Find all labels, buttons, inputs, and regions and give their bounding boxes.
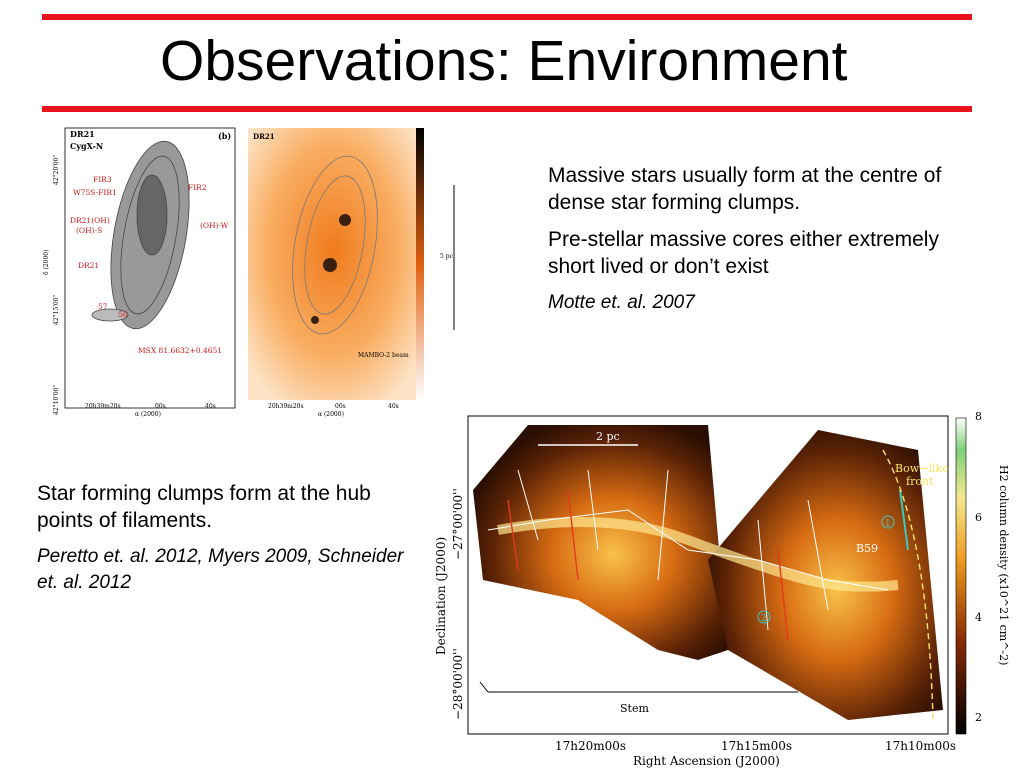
marker-label: 2 [761, 614, 767, 624]
paragraph: Pre-stellar massive cores either extreme… [548, 228, 939, 278]
axis-label: δ (2000) [43, 250, 50, 275]
figure-top: DR21 CygX-N (b) FIR3 W75S-FIR1 DR21(OH) … [43, 127, 424, 418]
source-label: 57 [98, 302, 108, 311]
paragraph: Massive stars usually form at the centre… [548, 164, 942, 214]
tick-label: 20h39m20s [85, 403, 121, 410]
panel-name: DR21 [253, 132, 275, 141]
tick-label: 17h20m00s [555, 739, 626, 753]
tick-label: 42°20'00" [53, 154, 60, 185]
colorbar-tick: 2 [975, 711, 982, 724]
panel-tag: (b) [218, 131, 231, 141]
panel-name: DR21 [70, 129, 95, 139]
figure-bottom: 2 pc Bow−like front B59 Stem 1 2 17h20m0… [434, 410, 1010, 768]
colorbar-tick: 6 [975, 511, 982, 524]
source-label: DR21(OH) [70, 216, 110, 225]
scale-label: 2 pc [596, 430, 620, 443]
annotation: front [906, 475, 934, 488]
slide-title: Observations: Environment [160, 29, 848, 93]
colorbar-tick: 4 [975, 611, 982, 624]
colorbar [955, 417, 967, 735]
marker-label: 1 [885, 519, 891, 529]
source-label: W75S-FIR1 [73, 188, 117, 197]
source-label: (OH)-W [200, 221, 229, 230]
source-label: DR21 [78, 261, 99, 270]
source-label: MSX 81.6632+0.4651 [138, 346, 222, 355]
map-region [708, 430, 943, 720]
axis-label: Declination (J2000) [434, 537, 448, 655]
annotation: Bow−like [895, 462, 949, 475]
tick-label: 42°15'00" [53, 294, 60, 325]
tick-label: 00s [335, 403, 346, 410]
colorbar [416, 128, 424, 400]
colorbar-tick: 8 [975, 410, 982, 423]
source-label: FIR2 [188, 183, 207, 192]
tick-label: 42°10'00" [53, 384, 60, 415]
paragraph: Star forming clumps form at the hub poin… [37, 482, 371, 532]
tick-label: 17h10m00s [885, 739, 956, 753]
tick-label: 17h15m00s [721, 739, 792, 753]
tick-label: 20h39m20s [268, 403, 304, 410]
panel-region: CygX-N [70, 141, 103, 151]
tick-label: 40s [388, 403, 399, 410]
colorbar-label: H2 column density (x10^21 cm^-2) [997, 465, 1010, 665]
top-rule [42, 14, 972, 20]
scale-label: 5 pc [440, 253, 454, 260]
bottom-rule [42, 106, 972, 112]
tick-label: 40s [205, 403, 216, 410]
source-label: (OH)-S [76, 226, 102, 235]
text-block: Star forming clumps form at the hub poin… [37, 480, 407, 606]
tick-label: 00s [155, 403, 166, 410]
source-label: 56 [118, 310, 128, 319]
annotation: Stem [620, 702, 649, 715]
scale-bar: 5 pc [440, 185, 455, 330]
axis-label: α (2000) [318, 411, 344, 418]
annotation: B59 [856, 542, 878, 555]
text-block: Massive stars usually form at the centre… [548, 162, 978, 326]
axis-label: α (2000) [135, 411, 161, 418]
tick-label: −27°00'00'' [451, 488, 465, 560]
map-region [473, 425, 728, 660]
source-label: FIR3 [93, 175, 112, 184]
citation: Peretto et. al. 2012, Myers 2009, Schnei… [37, 546, 404, 593]
tick-label: −28°00'00'' [451, 648, 465, 720]
axis-label: Right Ascension (J2000) [633, 754, 780, 768]
citation: Motte et. al. 2007 [548, 292, 695, 313]
beam-label: MAMBO-2 beam [358, 352, 409, 359]
